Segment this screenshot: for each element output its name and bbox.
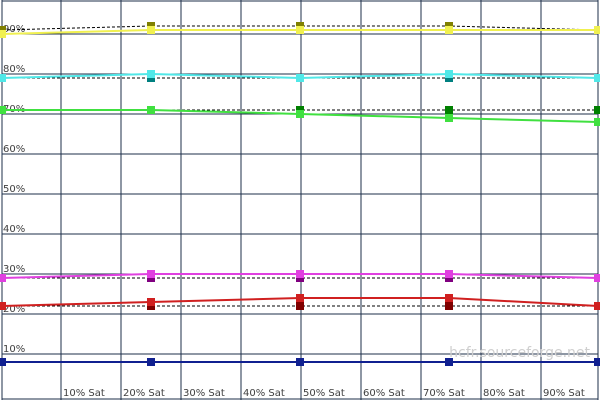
reference-line-0: [1, 25, 599, 31]
series-point: [445, 70, 453, 78]
x-tick-label: 20% Sat: [123, 388, 165, 399]
series-point: [0, 74, 6, 82]
y-tick-label: 40%: [3, 224, 25, 235]
series-point: [0, 106, 6, 114]
watermark: hcfr.sourceforge.net: [449, 345, 590, 361]
x-tick-label: 10% Sat: [63, 388, 105, 399]
x-tick-labels: 10% Sat 20% Sat 30% Sat 40% Sat 50% Sat 60% S…: [63, 388, 585, 399]
series-point: [147, 26, 155, 34]
series-point: [0, 274, 6, 282]
reference-point: [445, 302, 453, 310]
series-point: [147, 298, 155, 306]
x-tick-label: 40% Sat: [243, 388, 285, 399]
series-point: [147, 70, 155, 78]
series-point: [445, 358, 453, 366]
series-point: [0, 302, 6, 310]
series-point: [594, 74, 600, 82]
reference-point: [296, 302, 304, 310]
series-point: [296, 74, 304, 82]
x-tick-label: 30% Sat: [183, 388, 225, 399]
y-tick-label: 60%: [3, 144, 25, 155]
series-point: [594, 26, 600, 34]
series-point: [445, 26, 453, 34]
x-tick-label: 80% Sat: [483, 388, 525, 399]
series-point: [296, 110, 304, 118]
series-markers: [0, 22, 600, 366]
series-point: [296, 294, 304, 302]
series-point: [594, 358, 600, 366]
y-tick-label: 30%: [3, 264, 25, 275]
series-point: [147, 270, 155, 278]
series-point: [594, 118, 600, 126]
x-tick-label: 50% Sat: [303, 388, 345, 399]
series-point: [594, 274, 600, 282]
x-tick-label: 90% Sat: [543, 388, 585, 399]
series-point: [594, 302, 600, 310]
series-point: [445, 270, 453, 278]
series-point: [147, 106, 155, 114]
series-point: [296, 270, 304, 278]
series-point: [445, 114, 453, 122]
x-tick-label: 60% Sat: [363, 388, 405, 399]
y-tick-label: 80%: [3, 64, 25, 75]
y-tick-label: 50%: [3, 184, 25, 195]
series-point: [445, 294, 453, 302]
series-point: [296, 358, 304, 366]
y-tick-label: 20%: [3, 304, 25, 315]
series-point: [296, 26, 304, 34]
series-point: [0, 30, 6, 38]
series-point: [0, 358, 6, 366]
y-tick-label: 10%: [3, 344, 25, 355]
series-point: [147, 358, 155, 366]
reference-point: [594, 106, 600, 114]
reference-point: [445, 106, 453, 114]
x-tick-label: 70% Sat: [423, 388, 465, 399]
